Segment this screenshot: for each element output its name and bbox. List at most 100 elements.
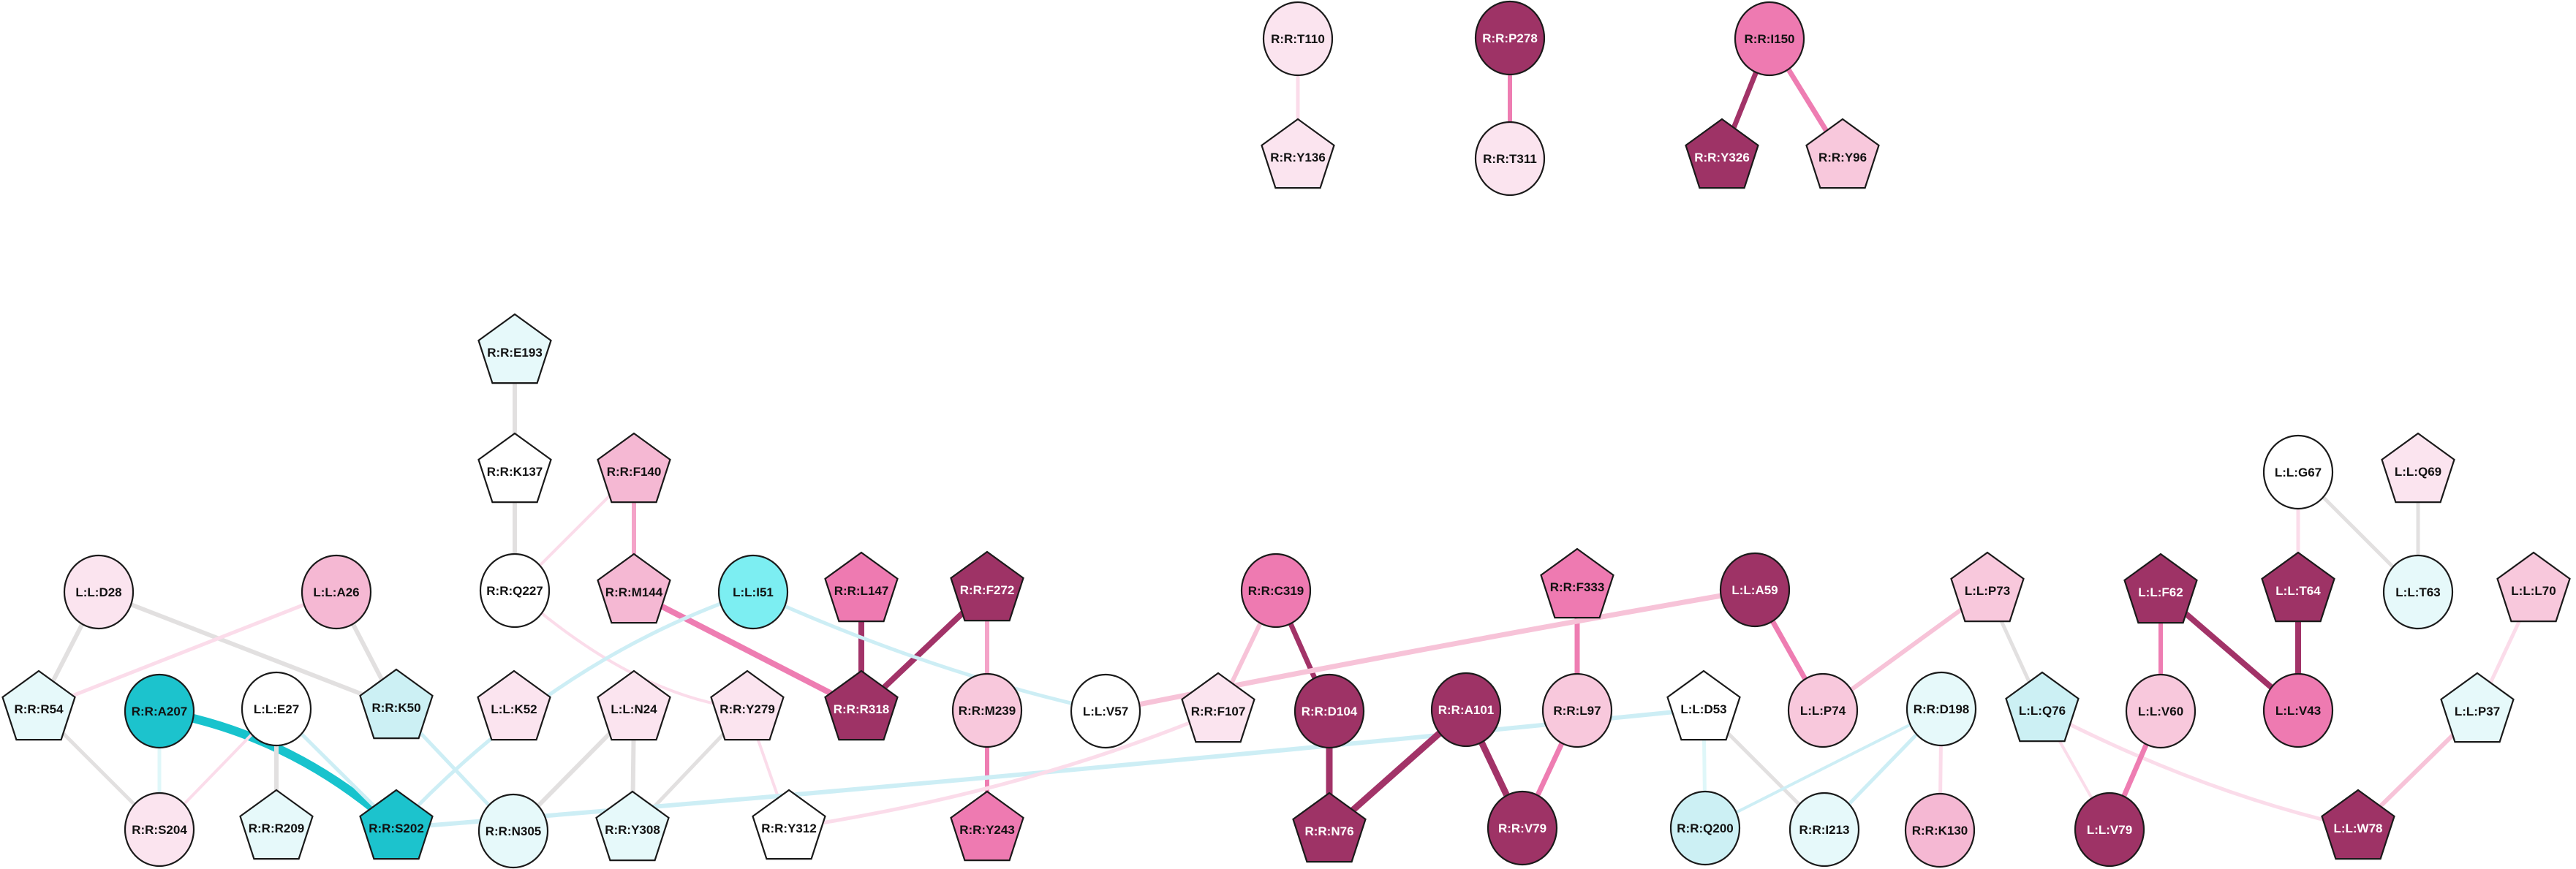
node-L:L:Q76[interactable]: L:L:Q76 — [2005, 671, 2080, 743]
node-R:R:Y96[interactable]: R:R:Y96 — [1805, 118, 1880, 189]
node-L:L:V60[interactable]: L:L:V60 — [2125, 673, 2197, 749]
circle-node-icon — [2125, 673, 2197, 749]
node-L:L:P74[interactable]: L:L:P74 — [1787, 672, 1859, 748]
pentagon-node-icon — [1805, 118, 1880, 189]
node-R:R:T110[interactable]: R:R:T110 — [1262, 1, 1334, 77]
node-L:L:A59[interactable]: L:L:A59 — [1719, 552, 1791, 628]
circle-node-icon — [1474, 0, 1546, 76]
node-R:R:A207[interactable]: R:R:A207 — [124, 673, 195, 749]
node-R:R:L147[interactable]: R:R:L147 — [824, 551, 899, 623]
node-L:L:P37[interactable]: L:L:P37 — [2440, 672, 2515, 743]
node-R:R:I150[interactable]: R:R:I150 — [1734, 1, 1805, 77]
pentagon-node-icon — [239, 789, 314, 860]
node-R:R:F333[interactable]: R:R:F333 — [1540, 547, 1614, 619]
circle-node-icon — [1293, 673, 1365, 749]
node-L:L:K52[interactable]: L:L:K52 — [477, 669, 551, 741]
edge-Q200-D198 — [1704, 707, 1943, 830]
node-R:R:K130[interactable]: R:R:K130 — [1904, 792, 1976, 868]
node-L:L:V43[interactable]: L:L:V43 — [2262, 672, 2334, 748]
circle-node-icon — [1719, 552, 1791, 628]
node-L:L:N24[interactable]: L:L:N24 — [597, 669, 671, 741]
node-R:R:Q200[interactable]: R:R:Q200 — [1669, 790, 1741, 866]
node-R:R:Y312[interactable]: R:R:Y312 — [752, 789, 826, 860]
node-R:R:T311[interactable]: R:R:T311 — [1474, 121, 1546, 197]
pentagon-node-icon — [477, 432, 552, 504]
node-R:R:Y136[interactable]: R:R:Y136 — [1261, 118, 1335, 189]
node-L:L:V79[interactable]: L:L:V79 — [2074, 792, 2145, 868]
node-R:R:I213[interactable]: R:R:I213 — [1789, 792, 1860, 868]
edge-I51-V57 — [751, 590, 1108, 713]
node-R:R:M144[interactable]: R:R:M144 — [597, 553, 671, 624]
pentagon-node-icon — [2381, 432, 2455, 504]
node-R:R:K50[interactable]: R:R:K50 — [359, 668, 434, 740]
node-R:R:L97[interactable]: R:R:L97 — [1541, 672, 1613, 748]
circle-node-icon — [124, 673, 195, 749]
pentagon-node-icon — [950, 790, 1024, 862]
pentagon-node-icon — [2261, 551, 2335, 623]
circle-node-icon — [951, 672, 1023, 748]
node-R:R:M239[interactable]: R:R:M239 — [951, 672, 1023, 748]
circle-node-icon — [1904, 792, 1976, 868]
pentagon-node-icon — [1685, 118, 1759, 189]
circle-node-icon — [1905, 671, 1977, 747]
node-R:R:N76[interactable]: R:R:N76 — [1292, 792, 1367, 863]
pentagon-node-icon — [595, 790, 670, 862]
circle-node-icon — [1474, 121, 1546, 197]
node-L:L:Q69[interactable]: L:L:Q69 — [2381, 432, 2455, 504]
circle-node-icon — [1430, 672, 1502, 748]
node-R:R:P278[interactable]: R:R:P278 — [1474, 0, 1546, 76]
pentagon-node-icon — [1292, 792, 1367, 863]
node-R:R:A101[interactable]: R:R:A101 — [1430, 672, 1502, 748]
node-R:R:F272[interactable]: R:R:F272 — [950, 550, 1024, 622]
circle-node-icon — [124, 792, 195, 868]
node-R:R:F140[interactable]: R:R:F140 — [597, 432, 671, 504]
node-R:R:N305[interactable]: R:R:N305 — [477, 793, 549, 869]
pentagon-node-icon — [824, 551, 899, 623]
pentagon-node-icon — [2440, 672, 2515, 743]
pentagon-node-icon — [1261, 118, 1335, 189]
circle-node-icon — [1541, 672, 1613, 748]
node-L:L:E27[interactable]: L:L:E27 — [241, 671, 312, 747]
node-L:L:P73[interactable]: L:L:P73 — [1950, 551, 2025, 623]
node-L:L:F62[interactable]: L:L:F62 — [2123, 553, 2198, 624]
node-L:L:D53[interactable]: L:L:D53 — [1666, 669, 1741, 741]
pentagon-node-icon — [950, 550, 1024, 622]
node-R:R:R54[interactable]: R:R:R54 — [1, 669, 76, 741]
circle-node-icon — [2262, 672, 2334, 748]
node-L:L:G67[interactable]: L:L:G67 — [2262, 434, 2334, 510]
node-R:R:K137[interactable]: R:R:K137 — [477, 432, 552, 504]
node-R:R:Q227[interactable]: R:R:Q227 — [479, 553, 551, 629]
node-L:L:V57[interactable]: L:L:V57 — [1070, 673, 1141, 749]
node-R:R:R209[interactable]: R:R:R209 — [239, 789, 314, 860]
edge-Q76-W78 — [2040, 708, 2360, 830]
node-L:L:D28[interactable]: L:L:D28 — [63, 554, 135, 630]
node-R:R:Y326[interactable]: R:R:Y326 — [1685, 118, 1759, 189]
pentagon-node-icon — [824, 669, 899, 741]
node-R:R:S204[interactable]: R:R:S204 — [124, 792, 195, 868]
node-R:R:D104[interactable]: R:R:D104 — [1293, 673, 1365, 749]
node-R:R:Y243[interactable]: R:R:Y243 — [950, 790, 1024, 862]
pentagon-node-icon — [597, 669, 671, 741]
node-L:L:L70[interactable]: L:L:L70 — [2496, 551, 2571, 623]
node-L:L:A26[interactable]: L:L:A26 — [301, 554, 372, 630]
pentagon-node-icon — [477, 313, 552, 384]
circle-node-icon — [717, 554, 789, 630]
node-R:R:C319[interactable]: R:R:C319 — [1240, 553, 1312, 629]
node-L:L:T63[interactable]: L:L:T63 — [2382, 554, 2454, 630]
circle-node-icon — [1262, 1, 1334, 77]
node-L:L:T64[interactable]: L:L:T64 — [2261, 551, 2335, 623]
node-R:R:Y279[interactable]: R:R:Y279 — [710, 669, 785, 741]
circle-node-icon — [1070, 673, 1141, 749]
node-R:R:D198[interactable]: R:R:D198 — [1905, 671, 1977, 747]
node-R:R:V79[interactable]: R:R:V79 — [1487, 790, 1558, 866]
node-R:R:E193[interactable]: R:R:E193 — [477, 313, 552, 384]
circle-node-icon — [241, 671, 312, 747]
edge-M144-R318 — [631, 589, 864, 712]
circle-node-icon — [1787, 672, 1859, 748]
circle-node-icon — [477, 793, 549, 869]
pentagon-node-icon — [597, 553, 671, 624]
node-L:L:I51[interactable]: L:L:I51 — [717, 554, 789, 630]
